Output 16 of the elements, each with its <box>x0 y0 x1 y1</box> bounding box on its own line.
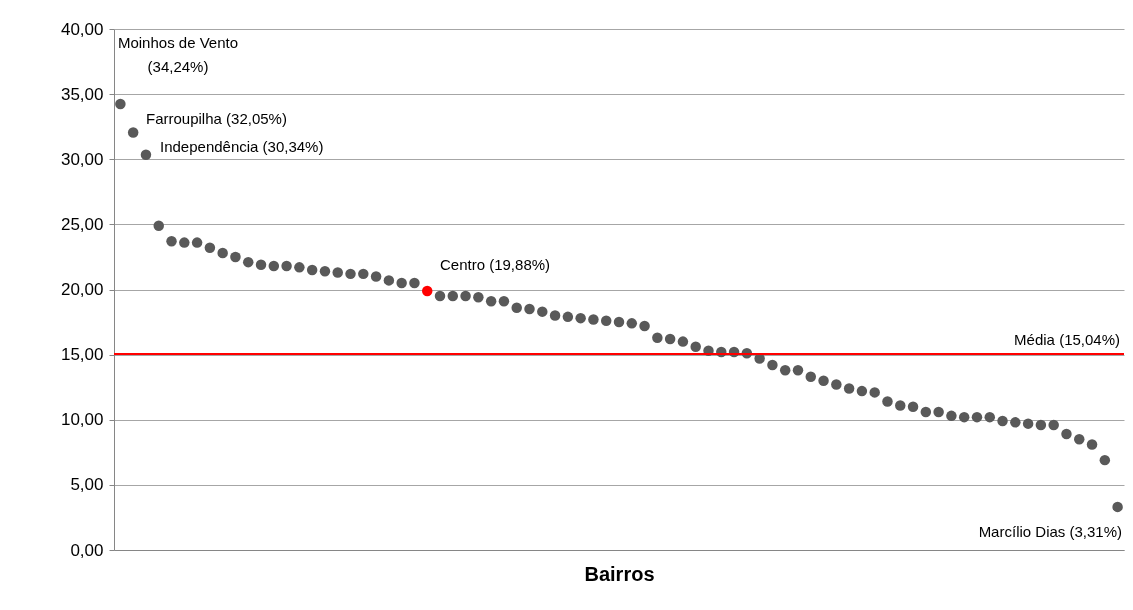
y-tick-label: 5,00 <box>70 475 104 495</box>
y-tick-label: 30,00 <box>60 149 104 169</box>
ref-line-label: Média (15,04%) <box>1014 331 1120 349</box>
annotation: Independência (30,34%) <box>160 138 324 155</box>
y-tick-label: 15,00 <box>60 345 104 365</box>
x-axis-title: Bairros <box>584 562 655 585</box>
annotation: Farroupilha (32,05%) <box>146 110 287 127</box>
y-tick-label: 0,00 <box>70 540 104 560</box>
y-tick-label: 35,00 <box>60 84 104 104</box>
annotation: Marcílio Dias (3,31%) <box>978 523 1122 540</box>
y-tick-label: 10,00 <box>60 410 104 430</box>
annotation: Centro (19,88%) <box>440 256 551 273</box>
annotation: Moinhos de Vento (34,24%) <box>117 34 239 75</box>
y-tick-label: 40,00 <box>60 19 104 39</box>
y-tick-label: 20,00 <box>60 280 104 299</box>
y-tick-label: 25,00 <box>60 214 104 234</box>
